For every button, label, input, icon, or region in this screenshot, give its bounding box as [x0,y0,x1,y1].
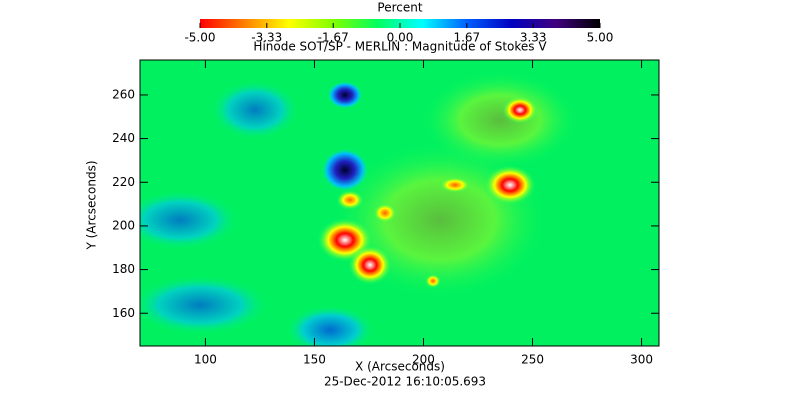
x-tick-label: 250 [521,353,544,367]
timestamp: 25-Dec-2012 16:10:05.693 [324,375,486,389]
y-tick-label: 240 [112,131,135,145]
x-tick-label: 150 [303,353,326,367]
x-axis-label: X (Arcseconds) [355,360,445,374]
chart-title: Hinode SOT/SP - MERLIN : Magnitude of St… [253,40,547,54]
y-tick-label: 200 [112,218,135,232]
y-axis-label: Y (Arcseconds) [85,160,99,250]
y-tick-label: 260 [112,87,135,101]
plot-frame [139,59,660,347]
y-tick-label: 180 [112,262,135,276]
colorbar-title: Percent [377,1,422,15]
colorbar-tick-label: -3.33 [251,31,282,45]
y-tick-label: 220 [112,175,135,189]
colorbar-tick-label: -5.00 [184,31,215,45]
x-tick-label: 200 [412,353,435,367]
colorbar-tick-label: -1.67 [318,31,349,45]
colorbar-tick-label: 1.67 [453,31,480,45]
x-tick-label: 300 [630,353,653,367]
colorbar-tick-label: 0.00 [387,31,414,45]
colorbar-tick-label: 3.33 [520,31,547,45]
x-tick-label: 100 [194,353,217,367]
y-tick-label: 160 [112,306,135,320]
solar-image [140,60,659,346]
colorbar-tick-label: 5.00 [587,31,614,45]
